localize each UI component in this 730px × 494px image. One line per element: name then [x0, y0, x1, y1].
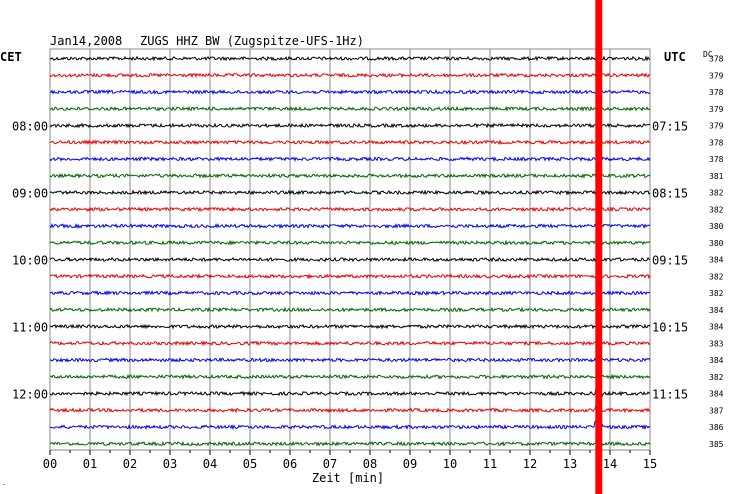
corner-mark: ·	[2, 481, 6, 489]
trace-12	[49, 256, 651, 263]
dc-value: 378	[709, 88, 724, 97]
trace-21	[49, 404, 651, 417]
event-marker	[595, 0, 603, 494]
x-tick-label: 08	[363, 457, 377, 471]
date-label: Jan14,2008	[50, 34, 122, 48]
dc-value: 384	[709, 306, 724, 315]
right-time-label: 11:15	[652, 388, 688, 402]
trace-1	[49, 72, 651, 79]
dc-value: 381	[709, 172, 724, 181]
labels: 00 01 02 03 04 05 06 07 08 09 10 11 12 13 14 15 378 379 37…	[2, 55, 724, 490]
x-tick-label: 10	[443, 457, 457, 471]
dc-value: 379	[709, 105, 724, 114]
dc-value: 385	[709, 440, 724, 449]
dc-value: 379	[709, 71, 724, 80]
left-zone-label: CET	[0, 50, 22, 64]
event-marker-line	[595, 0, 603, 494]
dc-value: 384	[709, 356, 724, 365]
trace-2	[49, 88, 651, 96]
dc-value: 378	[709, 138, 724, 147]
station-label: ZUGS HHZ BW (Zugspitze-UFS-1Hz)	[140, 34, 364, 48]
trace-6	[49, 156, 651, 163]
x-tick-label: 07	[323, 457, 337, 471]
trace-17	[49, 340, 651, 347]
trace-16	[49, 323, 651, 330]
trace-4	[49, 122, 651, 129]
dc-value: 378	[709, 55, 724, 64]
dc-value: 380	[709, 239, 724, 248]
trace-7	[49, 172, 651, 179]
left-time-label: 10:00	[12, 254, 48, 268]
dc-value: 382	[709, 272, 724, 281]
dc-value: 387	[709, 406, 724, 415]
dc-value: 382	[709, 189, 724, 198]
x-tick-label: 03	[163, 457, 177, 471]
trace-18	[49, 356, 651, 363]
x-tick-label: 12	[523, 457, 537, 471]
dc-value: 382	[709, 289, 724, 298]
dc-label: DC	[703, 50, 713, 59]
x-tick-label: 09	[403, 457, 417, 471]
right-time-label: 09:15	[652, 254, 688, 268]
dc-value: 379	[709, 122, 724, 131]
dc-value: 383	[709, 339, 724, 348]
right-time-label: 07:15	[652, 120, 688, 134]
left-time-label: 08:00	[12, 120, 48, 134]
dc-value: 384	[709, 256, 724, 265]
trace-5	[49, 139, 651, 146]
grid	[49, 48, 651, 455]
x-tick-label: 04	[203, 457, 217, 471]
trace-10	[49, 222, 651, 230]
right-zone-label: UTC	[664, 50, 686, 64]
left-time-label: 11:00	[12, 321, 48, 335]
trace-20	[49, 387, 651, 400]
dc-value: 384	[709, 390, 724, 399]
traces	[49, 55, 651, 447]
left-time-label: 12:00	[12, 388, 48, 402]
trace-8	[49, 189, 651, 196]
trace-13	[49, 273, 651, 280]
x-tick-label: 01	[83, 457, 97, 471]
right-time-label: 08:15	[652, 187, 688, 201]
trace-14	[49, 290, 651, 296]
x-tick-label: 14	[603, 457, 617, 471]
x-axis-label: Zeit [min]	[312, 471, 384, 485]
trace-9	[49, 206, 651, 213]
trace-11	[49, 239, 651, 246]
x-tick-label: 00	[43, 457, 57, 471]
trace-0	[49, 55, 651, 62]
x-tick-label: 13	[563, 457, 577, 471]
x-tick-label: 02	[123, 457, 137, 471]
trace-22	[49, 420, 651, 432]
left-time-label: 09:00	[12, 187, 48, 201]
trace-19	[49, 373, 651, 380]
x-tick-label: 06	[283, 457, 297, 471]
dc-value: 382	[709, 373, 724, 382]
trace-3	[49, 105, 651, 112]
x-tick-label: 15	[643, 457, 657, 471]
trace-15	[49, 306, 651, 313]
trace-23	[49, 440, 651, 447]
dc-value: 386	[709, 423, 724, 432]
x-tick-label: 11	[483, 457, 497, 471]
x-tick-label: 05	[243, 457, 257, 471]
dc-value: 382	[709, 205, 724, 214]
dc-value: 384	[709, 323, 724, 332]
dc-value: 378	[709, 155, 724, 164]
right-time-label: 10:15	[652, 321, 688, 335]
dc-value: 380	[709, 222, 724, 231]
